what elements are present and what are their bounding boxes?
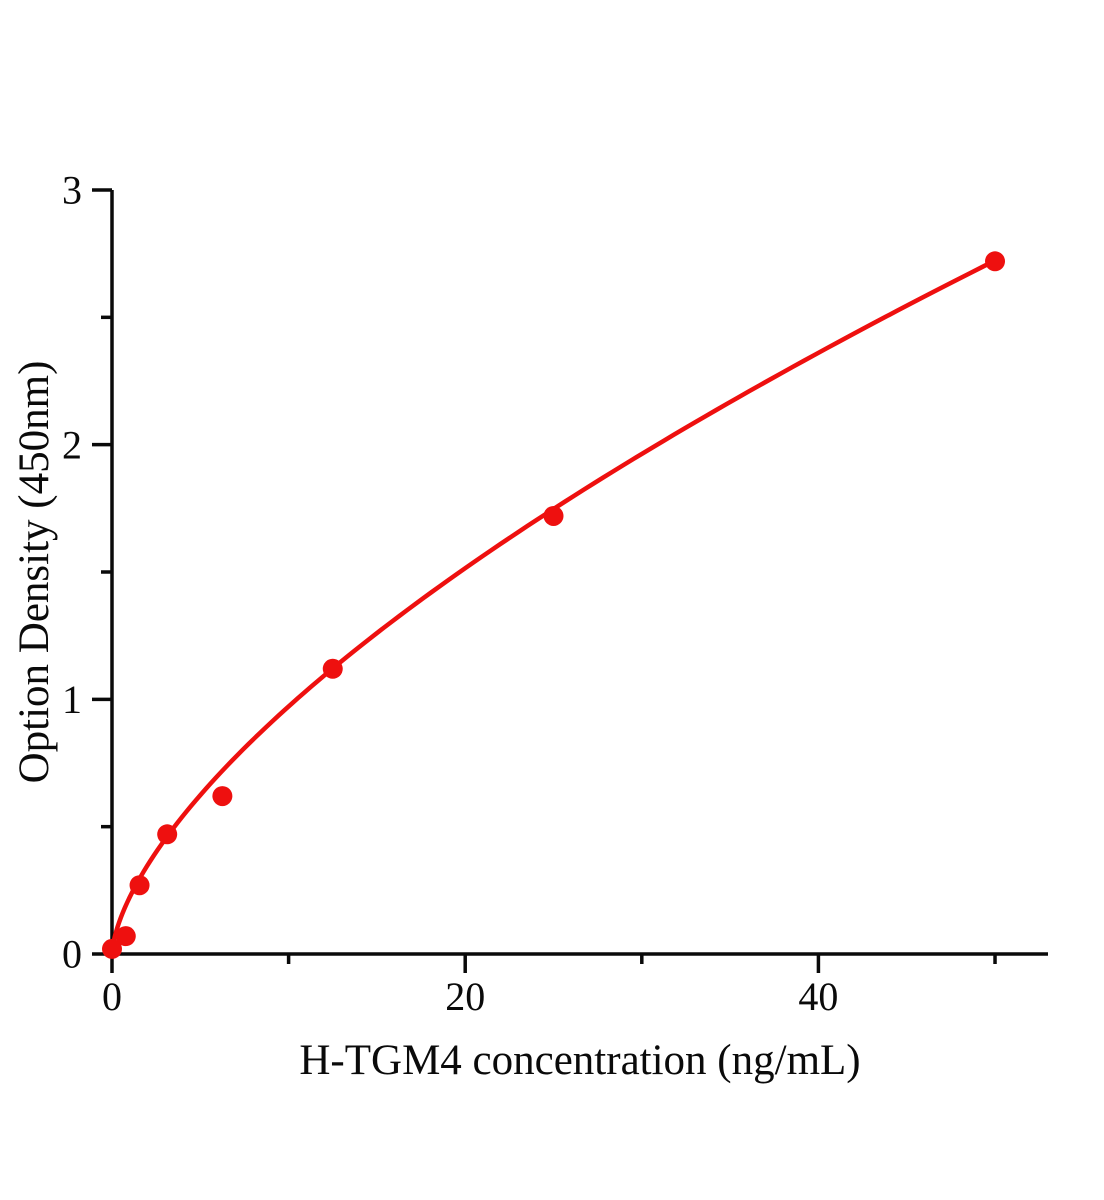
x-axis-title: H-TGM4 concentration (ng/mL) <box>299 1037 860 1084</box>
x-tick-label: 0 <box>102 974 122 1019</box>
data-point <box>322 658 343 679</box>
y-tick-label: 0 <box>62 932 82 977</box>
data-point <box>212 786 233 807</box>
data-point <box>543 505 564 526</box>
x-tick-label: 20 <box>445 974 485 1019</box>
data-point <box>129 875 150 896</box>
y-tick-label: 2 <box>62 422 82 467</box>
data-point <box>985 251 1006 272</box>
y-axis-title: Option Density (450nm) <box>11 361 58 784</box>
y-tick-label: 1 <box>62 677 82 722</box>
y-tick-label: 3 <box>62 168 82 213</box>
fit-curve <box>109 258 998 957</box>
data-point <box>102 938 122 959</box>
data-point <box>115 926 136 947</box>
data-point <box>157 824 178 845</box>
x-tick-label: 40 <box>798 974 838 1019</box>
